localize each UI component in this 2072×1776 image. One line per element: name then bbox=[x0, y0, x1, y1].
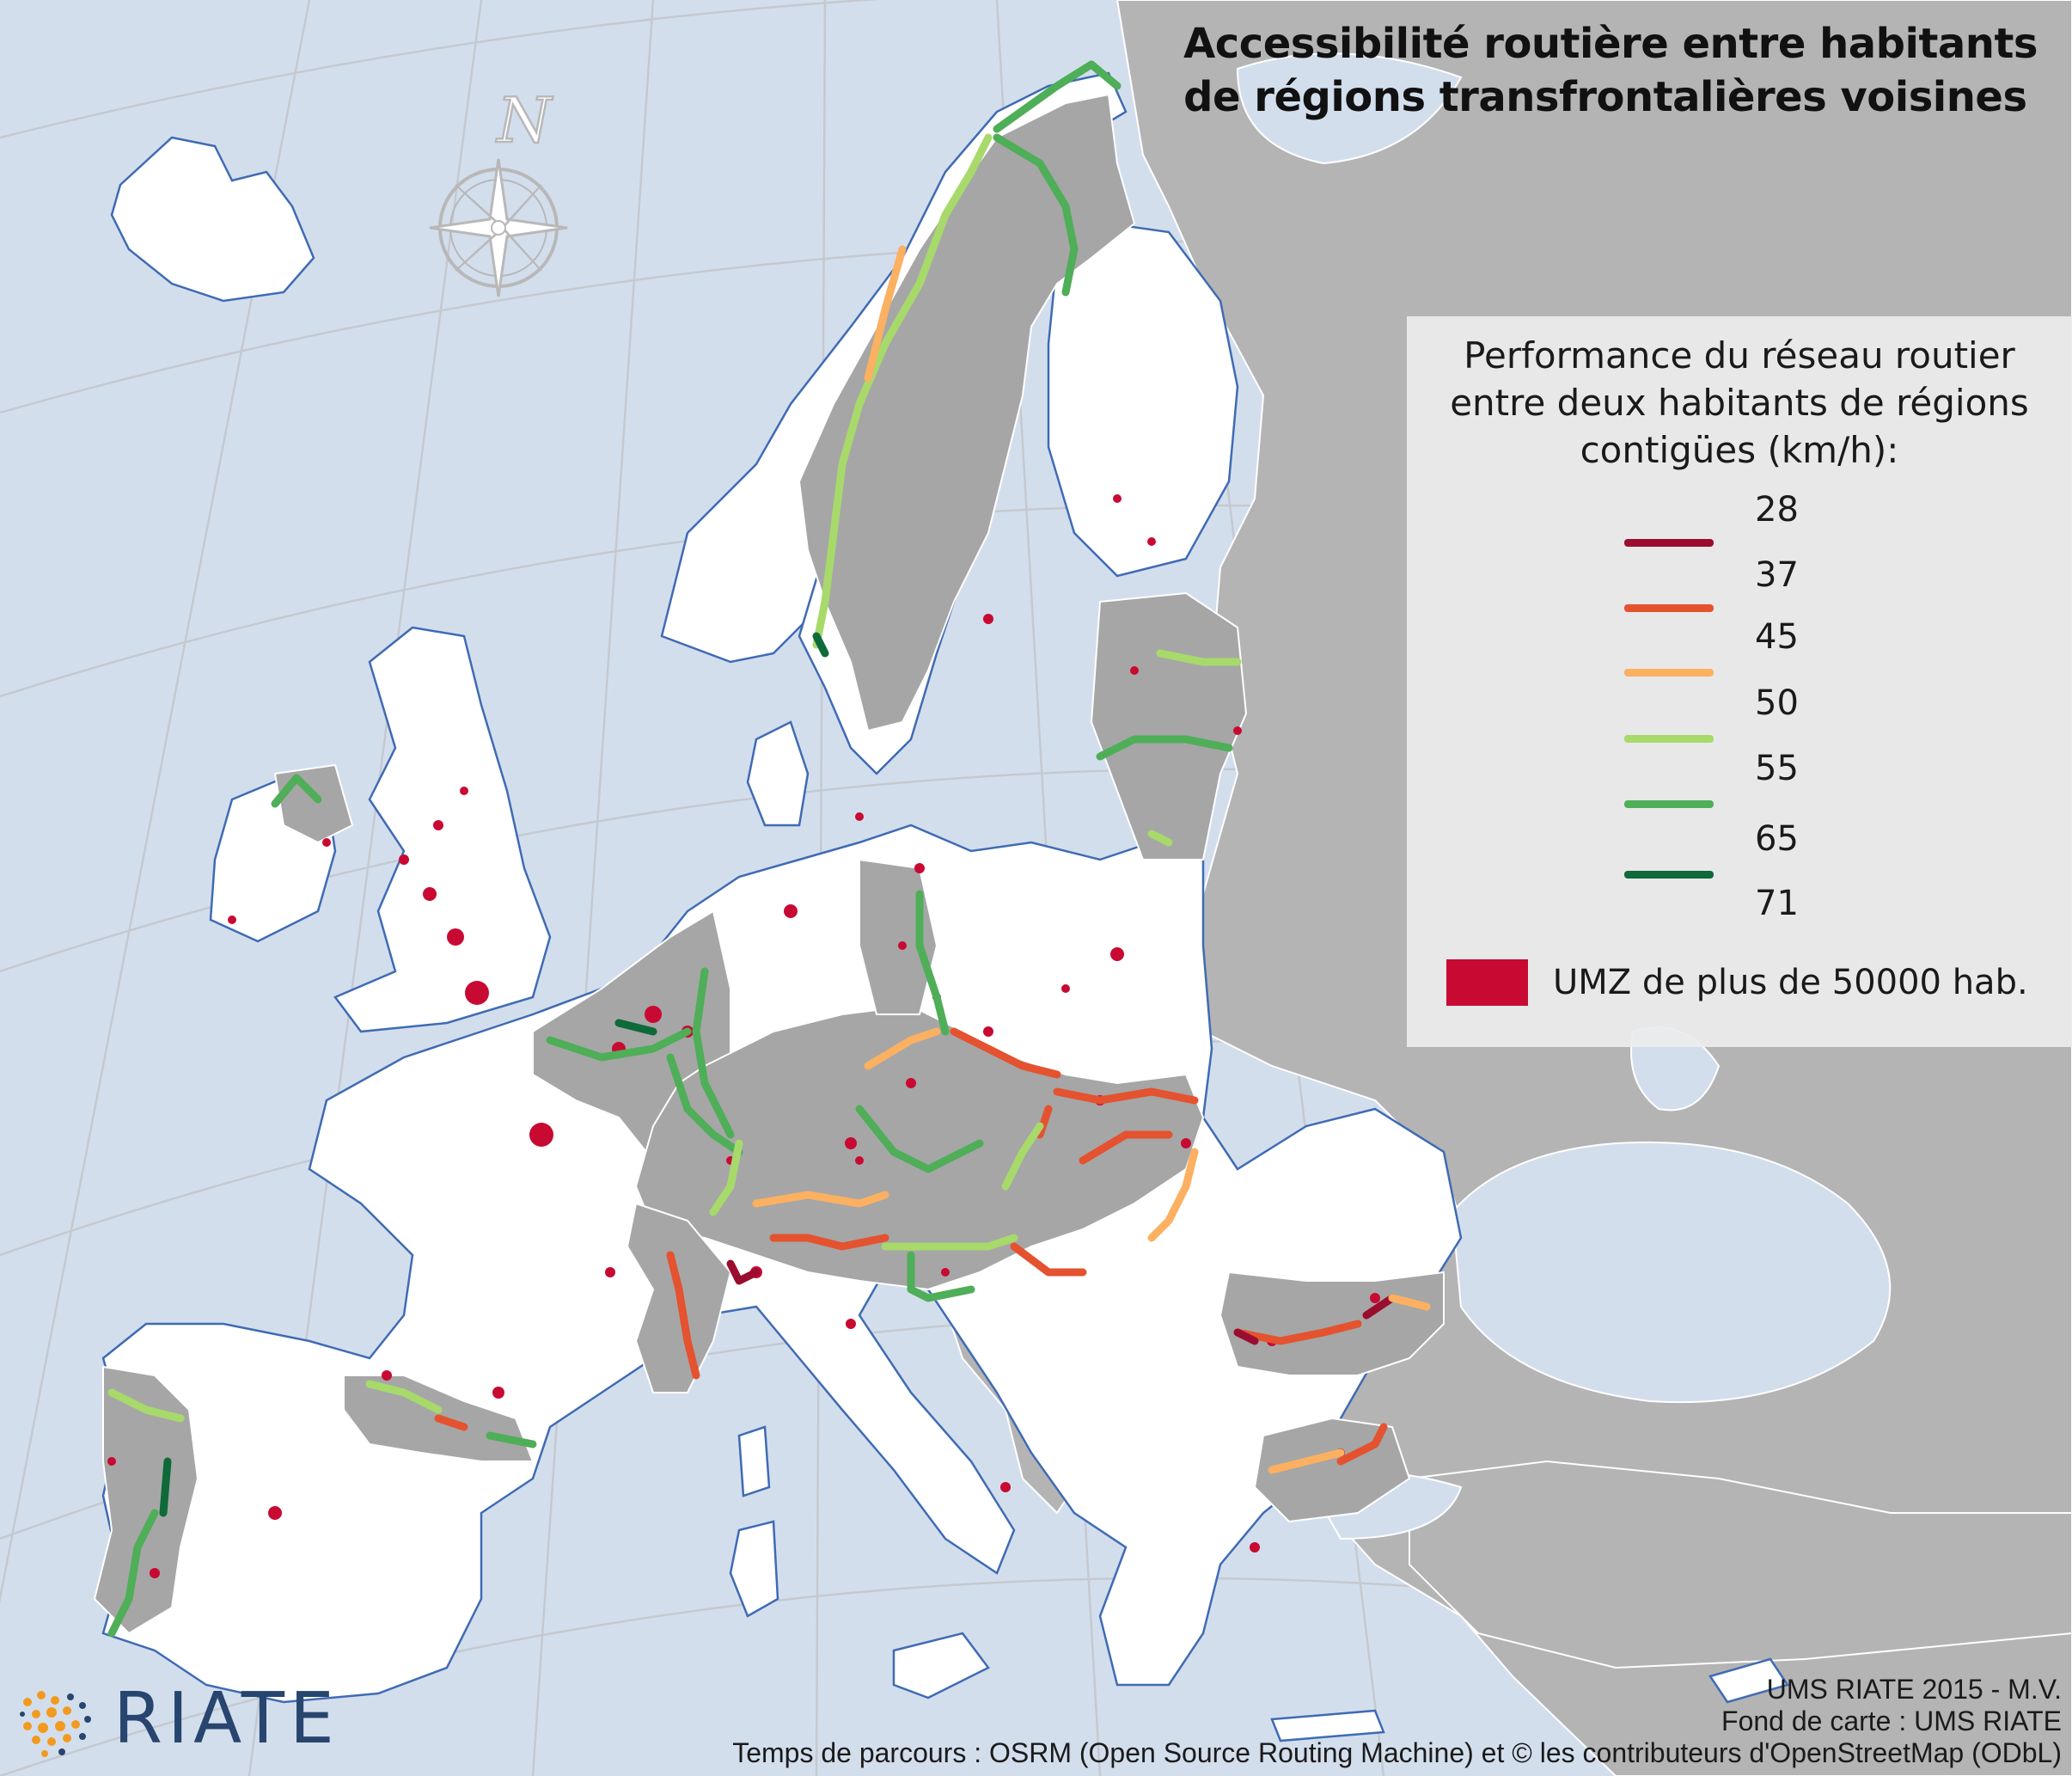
line-it-si bbox=[907, 1251, 975, 1302]
line-fr-it bbox=[666, 1251, 700, 1380]
legend-value: 65 bbox=[1755, 819, 1799, 859]
line-de-pl bbox=[915, 890, 950, 1036]
legend-value: 28 bbox=[1755, 490, 1799, 530]
line-norway-finland bbox=[993, 60, 1122, 133]
line-de-cz bbox=[864, 1027, 941, 1070]
line-pt-es-1 bbox=[107, 1388, 185, 1423]
legend-panel: Performance du réseau routier entre deux… bbox=[1407, 316, 2072, 1047]
map-title-line2: de régions transfrontalières voisines bbox=[1183, 73, 2027, 121]
legend-title-line: contigües (km/h): bbox=[1580, 429, 1899, 471]
great-britain bbox=[333, 626, 552, 1033]
credit-line: Temps de parcours : OSRM (Open Source Ro… bbox=[732, 1737, 2062, 1768]
compass-rose-icon: N bbox=[429, 83, 568, 297]
line-pt-es-3 bbox=[107, 1509, 159, 1638]
legend-value: 50 bbox=[1755, 683, 1799, 723]
legend-swatch-28 bbox=[1624, 539, 1714, 547]
line-at-hu bbox=[1001, 1122, 1044, 1191]
credit-line: Fond de carte : UMS RIATE bbox=[1721, 1706, 2062, 1736]
legend-value: 45 bbox=[1755, 617, 1799, 657]
line-sweden-finland bbox=[993, 133, 1079, 297]
legend-class-65: 65 bbox=[1407, 819, 2072, 879]
legend-title-line: entre deux habitants de régions bbox=[1450, 382, 2029, 424]
compass-north-label: N bbox=[496, 84, 554, 156]
legend-swatch-65 bbox=[1624, 871, 1714, 879]
line-pyrenees-2 bbox=[434, 1414, 468, 1431]
line-ireland bbox=[271, 774, 322, 808]
legend-value: 55 bbox=[1755, 749, 1799, 788]
legend-umz-label: UMZ de plus de 50000 hab. bbox=[1553, 963, 2028, 1002]
line-ro-bg bbox=[1233, 1320, 1362, 1345]
line-fr-ch bbox=[709, 1139, 743, 1216]
crete bbox=[1270, 1709, 1385, 1742]
legend-title-line: Performance du réseau routier bbox=[1464, 334, 2015, 377]
corsica bbox=[737, 1425, 771, 1497]
legend-class-45: 45 bbox=[1407, 617, 2072, 677]
map-credits: UMS RIATE 2015 - M.V. Fond de carte : UM… bbox=[732, 1674, 2062, 1769]
line-pyrenees-3 bbox=[486, 1431, 537, 1448]
line-ch-it bbox=[769, 1234, 889, 1251]
line-ro-bg-dark bbox=[1233, 1294, 1397, 1345]
line-pl-cz bbox=[950, 1027, 1061, 1079]
legend-swatch-55 bbox=[1624, 800, 1714, 808]
legend-class-55: 55 bbox=[1407, 749, 2072, 808]
line-pl-sk bbox=[1053, 1087, 1199, 1105]
inland-seas bbox=[1236, 52, 1892, 1540]
legend-title: Performance du réseau routier entre deux… bbox=[1407, 332, 2072, 474]
legend-class-28: 28 bbox=[1407, 490, 2072, 547]
region-iberia-west bbox=[93, 1365, 199, 1635]
line-fr-it-dark bbox=[726, 1259, 761, 1285]
riate-logo: RIATE bbox=[19, 1678, 380, 1762]
line-benelux-2 bbox=[614, 1019, 657, 1036]
sicily bbox=[892, 1632, 990, 1699]
border-performance-lines bbox=[107, 60, 1431, 1638]
line-baltic-1 bbox=[1156, 649, 1242, 666]
line-hu-ro bbox=[1147, 1148, 1199, 1242]
line-norway-mid bbox=[864, 245, 907, 383]
legend-umz-swatch bbox=[1446, 959, 1528, 1006]
riate-logo-text: RIATE bbox=[113, 1678, 339, 1760]
legend-swatch-45 bbox=[1624, 669, 1714, 677]
line-ro-bg-east bbox=[1388, 1294, 1431, 1311]
legend-swatch-50 bbox=[1624, 735, 1714, 743]
line-rhine bbox=[692, 967, 735, 1139]
cyprus bbox=[1708, 1657, 1789, 1704]
finland bbox=[1047, 222, 1239, 578]
line-gr-bg-2 bbox=[1336, 1423, 1388, 1466]
line-si-hr bbox=[1010, 1242, 1087, 1277]
line-pyrenees-1 bbox=[365, 1380, 443, 1414]
line-at-it bbox=[881, 1234, 1018, 1251]
line-benelux-1 bbox=[546, 1027, 692, 1062]
line-sk-hu bbox=[1079, 1130, 1173, 1165]
map-title-line1: Accessibilité routière entre habitants bbox=[1183, 20, 2038, 68]
credit-line: UMS RIATE 2015 - M.V. bbox=[1766, 1674, 2062, 1705]
riate-logo-dots-icon bbox=[20, 1691, 91, 1757]
sardinia bbox=[729, 1520, 779, 1618]
line-gr-bg bbox=[1268, 1448, 1345, 1474]
line-pt-es-2 bbox=[159, 1457, 172, 1517]
legend-swatch-37 bbox=[1624, 604, 1714, 612]
map-title: Accessibilité routière entre habitants d… bbox=[1183, 17, 2038, 124]
line-norway-south bbox=[812, 632, 829, 658]
line-ch-de bbox=[752, 1191, 889, 1208]
line-benelux-3 bbox=[666, 1053, 743, 1156]
legend-class-71: 71 bbox=[1407, 884, 2072, 935]
legend-class-50: 50 bbox=[1407, 683, 2072, 743]
line-baltic-3 bbox=[1147, 830, 1173, 847]
denmark bbox=[746, 720, 810, 827]
line-baltic-2 bbox=[1096, 735, 1233, 761]
legend-class-37: 37 bbox=[1407, 555, 2072, 612]
legend-value: 71 bbox=[1755, 884, 1799, 923]
legend-value: 37 bbox=[1755, 555, 1799, 595]
line-de-at bbox=[855, 1105, 984, 1173]
iceland bbox=[110, 136, 315, 303]
